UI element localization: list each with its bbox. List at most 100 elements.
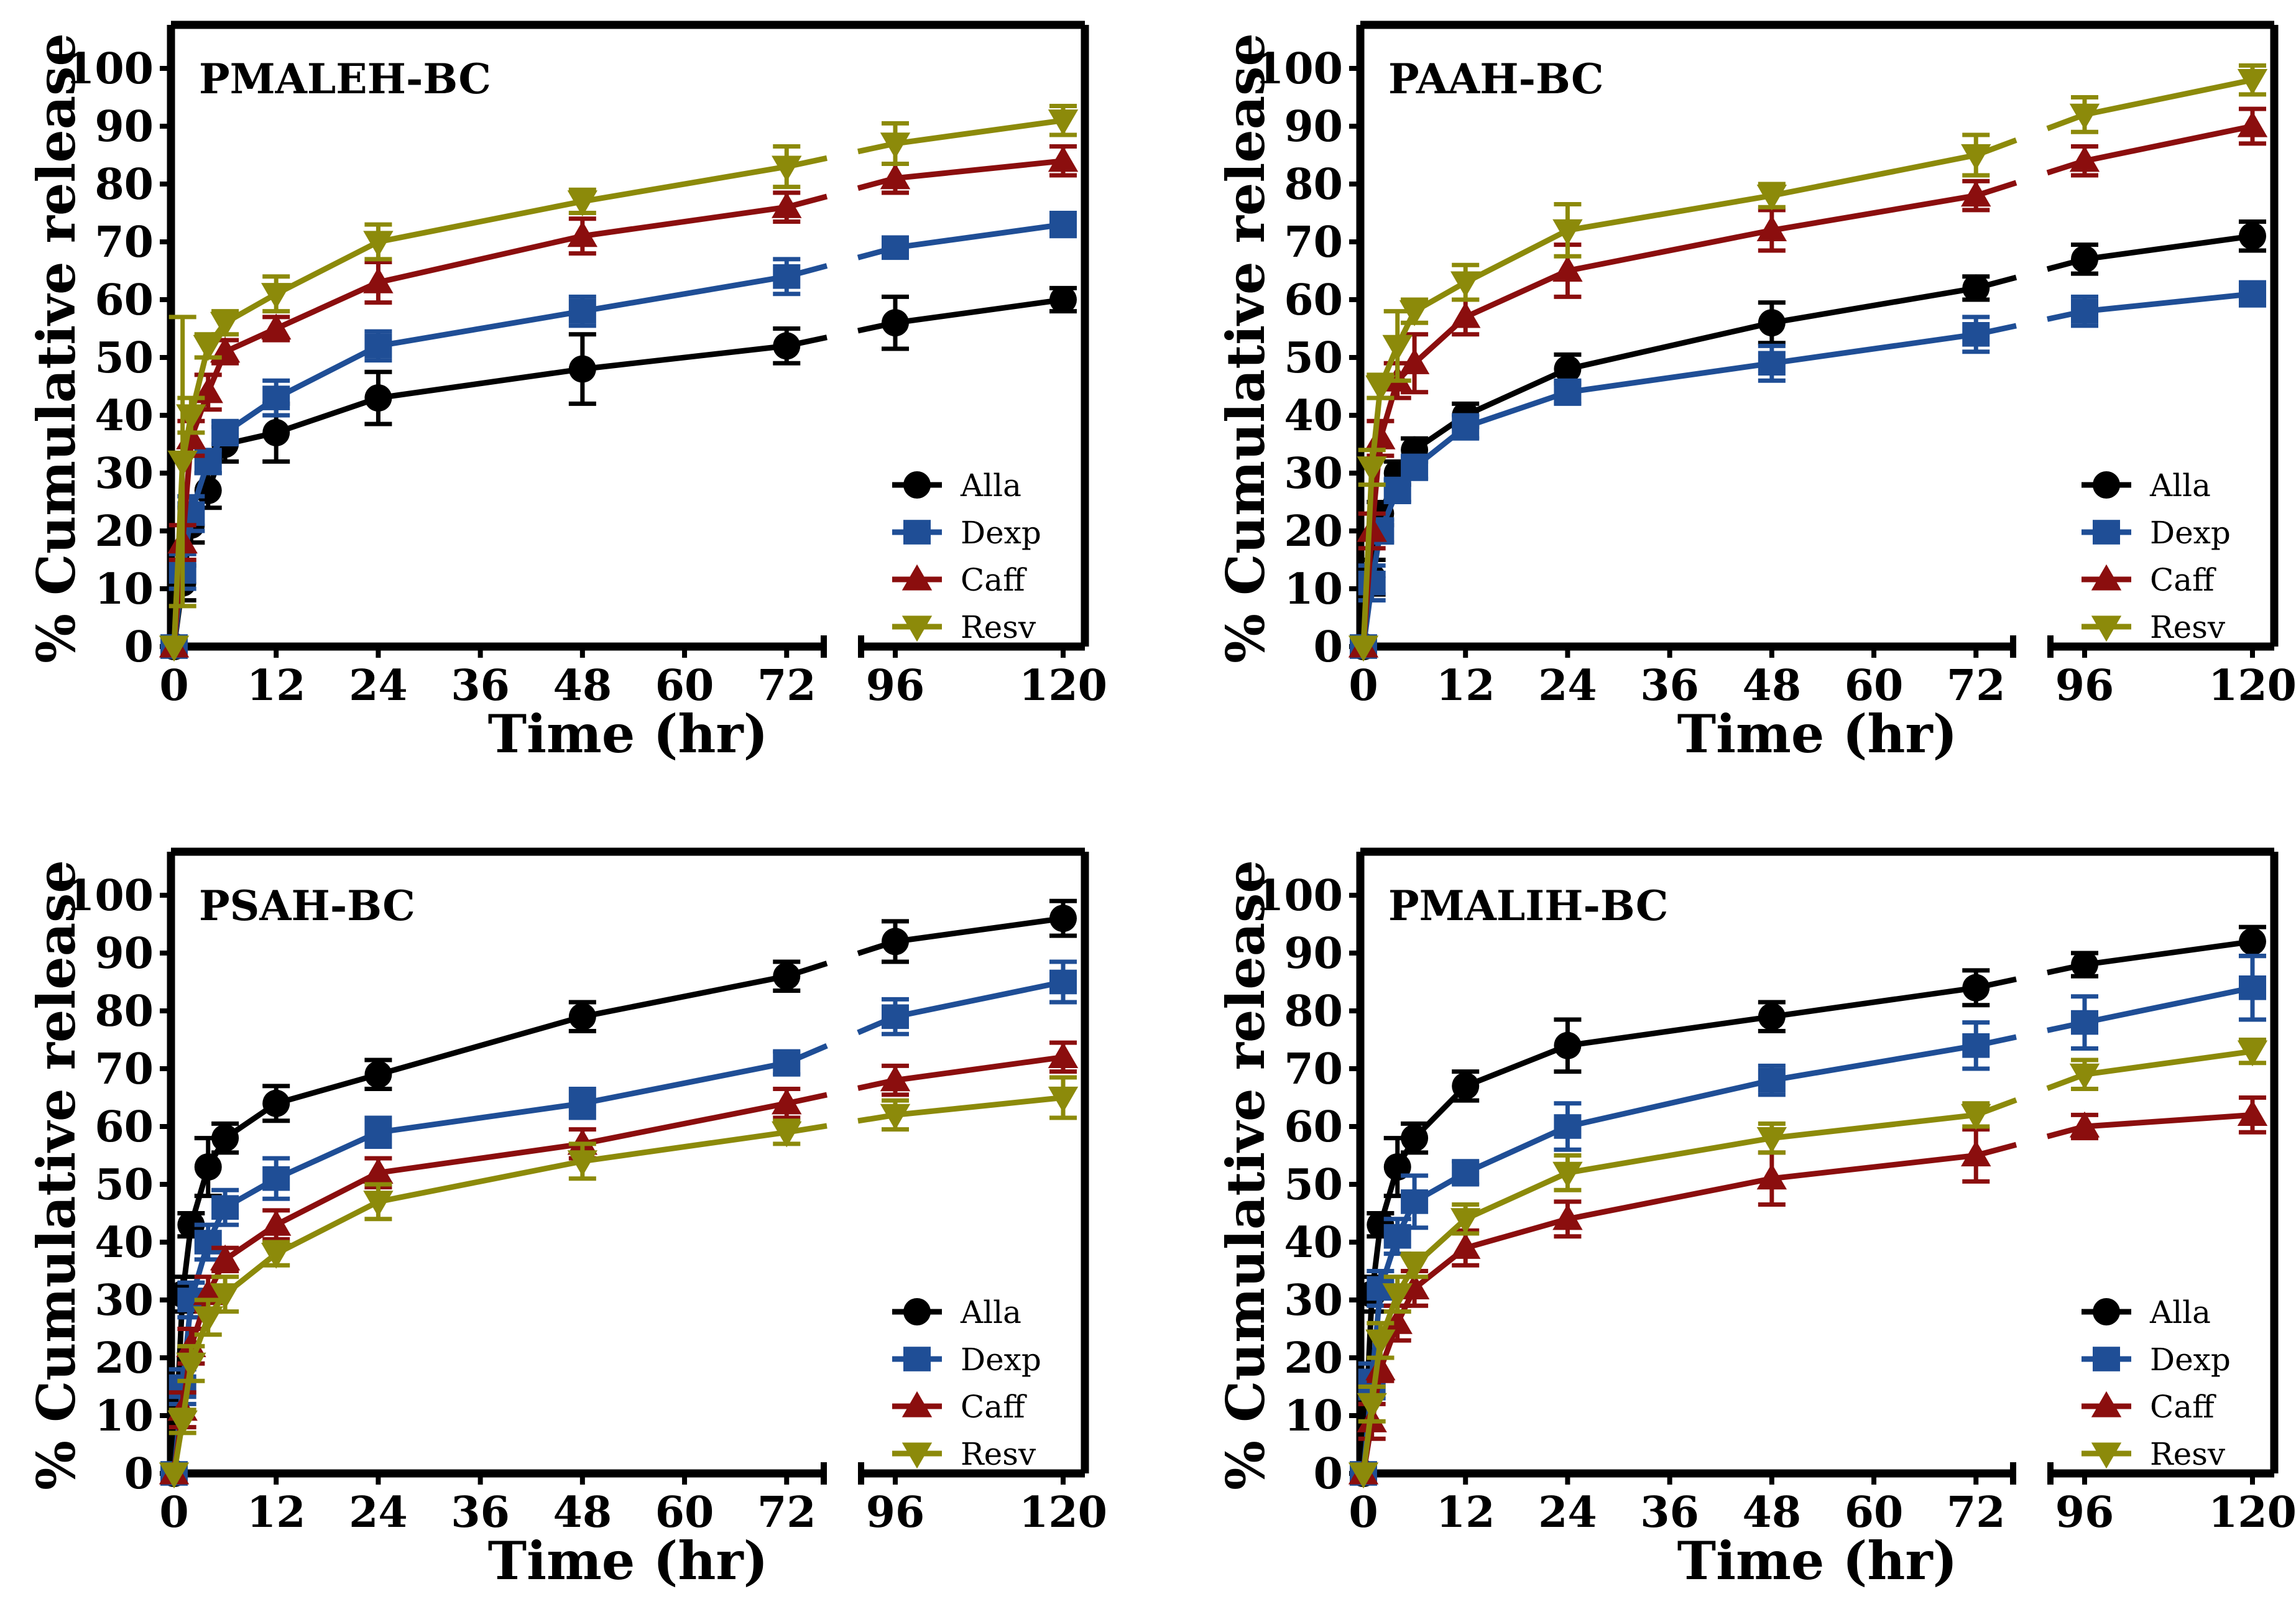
data-point-alla (2239, 222, 2266, 250)
data-point-dexp (1962, 322, 1990, 347)
x-tick-label: 72 (1947, 1488, 2006, 1537)
y-tick-label: 50 (1284, 333, 1343, 383)
x-tick-label: 48 (1743, 1488, 1802, 1537)
y-tick-label: 40 (95, 391, 154, 441)
legend-marker-dexp (903, 520, 931, 545)
y-tick-label: 80 (95, 160, 154, 210)
data-point-caff (261, 313, 292, 340)
series-dexp (160, 211, 1077, 659)
data-point-alla (882, 309, 909, 337)
data-point-dexp (1554, 380, 1582, 405)
data-point-caff (1961, 1140, 1991, 1167)
panel-title: PSAH-BC (199, 882, 415, 930)
y-tick-label: 90 (1284, 102, 1343, 152)
legend-marker-resv (901, 615, 933, 642)
legend-label-caff: Caff (961, 562, 1027, 598)
data-point-alla (568, 355, 596, 383)
x-tick-label: 120 (1019, 661, 1107, 711)
data-point-alla (194, 1153, 222, 1181)
legend-marker-dexp (2093, 1347, 2120, 1371)
data-point-dexp (194, 449, 222, 474)
y-tick-label: 30 (1284, 449, 1343, 499)
y-tick-label: 50 (1284, 1160, 1343, 1210)
data-point-alla (1962, 974, 1990, 1002)
data-point-dexp (773, 264, 801, 289)
data-point-resv (1552, 219, 1583, 246)
data-point-resv (176, 404, 206, 431)
legend-label-alla: Alla (960, 1294, 1021, 1330)
x-tick-label: 0 (159, 661, 188, 711)
data-point-resv (1348, 1462, 1379, 1489)
y-tick-label: 30 (95, 449, 154, 499)
y-tick-label: 90 (95, 929, 154, 979)
y-tick-label: 0 (124, 1449, 154, 1499)
data-point-dexp (568, 1091, 596, 1116)
x-tick-label: 120 (1019, 1488, 1107, 1537)
data-point-resv (772, 1121, 802, 1148)
x-tick-label: 36 (451, 1488, 510, 1537)
data-point-caff (1399, 1273, 1430, 1299)
legend-label-resv: Resv (2150, 1436, 2226, 1472)
data-point-dexp (262, 1166, 290, 1191)
data-point-dexp (1758, 351, 1786, 376)
legend-marker-caff (2091, 564, 2122, 591)
data-point-caff (1756, 215, 1787, 241)
y-tick-label: 60 (1284, 1102, 1343, 1152)
data-point-alla (2239, 928, 2266, 956)
x-tick-label: 0 (1349, 1488, 1378, 1537)
data-point-alla (2071, 245, 2098, 273)
y-tick-label: 40 (1284, 1218, 1343, 1268)
data-point-dexp (2239, 281, 2266, 306)
y-tick-label: 0 (1314, 622, 1343, 672)
data-point-resv (2237, 69, 2268, 95)
x-tick-label: 48 (553, 661, 612, 711)
data-point-dexp (1358, 570, 1386, 596)
y-tick-label: 50 (95, 333, 154, 383)
y-tick-label: 80 (95, 987, 154, 1036)
data-point-resv (2069, 103, 2100, 130)
series-line-resv (1360, 152, 1977, 647)
legend-label-caff: Caff (2150, 1389, 2216, 1425)
data-point-alla (1452, 1072, 1480, 1100)
legend-marker-alla (2093, 1298, 2120, 1325)
y-tick-label: 30 (1284, 1276, 1343, 1325)
x-tick-label: 96 (866, 661, 925, 711)
series-dexp (1350, 280, 2266, 659)
data-point-alla (1554, 1031, 1582, 1059)
series-line-dexp (1360, 331, 1976, 647)
y-axis-title: % Cumulative release (25, 860, 87, 1490)
data-point-dexp (211, 1195, 239, 1220)
y-tick-label: 10 (1284, 1391, 1343, 1441)
data-point-dexp (882, 1004, 909, 1030)
series-caff (1348, 106, 2268, 658)
data-point-alla (364, 384, 392, 412)
data-point-alla (1758, 309, 1786, 337)
legend-label-dexp: Dexp (961, 1342, 1041, 1378)
data-point-resv (159, 1462, 190, 1489)
y-axis-title: % Cumulative release (25, 33, 87, 663)
legend-marker-caff (901, 1391, 933, 1417)
data-point-resv (1399, 1254, 1430, 1281)
y-tick-label: 30 (95, 1276, 154, 1325)
data-point-dexp (1049, 969, 1077, 995)
data-point-resv (1365, 1329, 1396, 1356)
y-tick-label: 60 (95, 1102, 154, 1152)
data-point-caff (261, 1209, 292, 1236)
x-tick-label: 96 (2055, 1488, 2114, 1537)
data-point-dexp (1758, 1067, 1786, 1093)
x-tick-label: 72 (1947, 661, 2006, 711)
data-point-dexp (211, 420, 239, 445)
data-point-resv (1756, 185, 1787, 211)
x-axis-title: Time (hr) (488, 703, 768, 765)
x-tick-label: 60 (1845, 1488, 1904, 1537)
y-tick-label: 70 (1284, 218, 1343, 267)
data-point-resv (1382, 1283, 1413, 1309)
data-point-resv (1552, 1161, 1583, 1188)
legend-label-caff: Caff (961, 1389, 1027, 1425)
data-point-alla (773, 332, 801, 360)
legend-marker-dexp (2093, 520, 2120, 545)
data-point-alla (882, 928, 909, 956)
data-point-dexp (1962, 1033, 1990, 1058)
